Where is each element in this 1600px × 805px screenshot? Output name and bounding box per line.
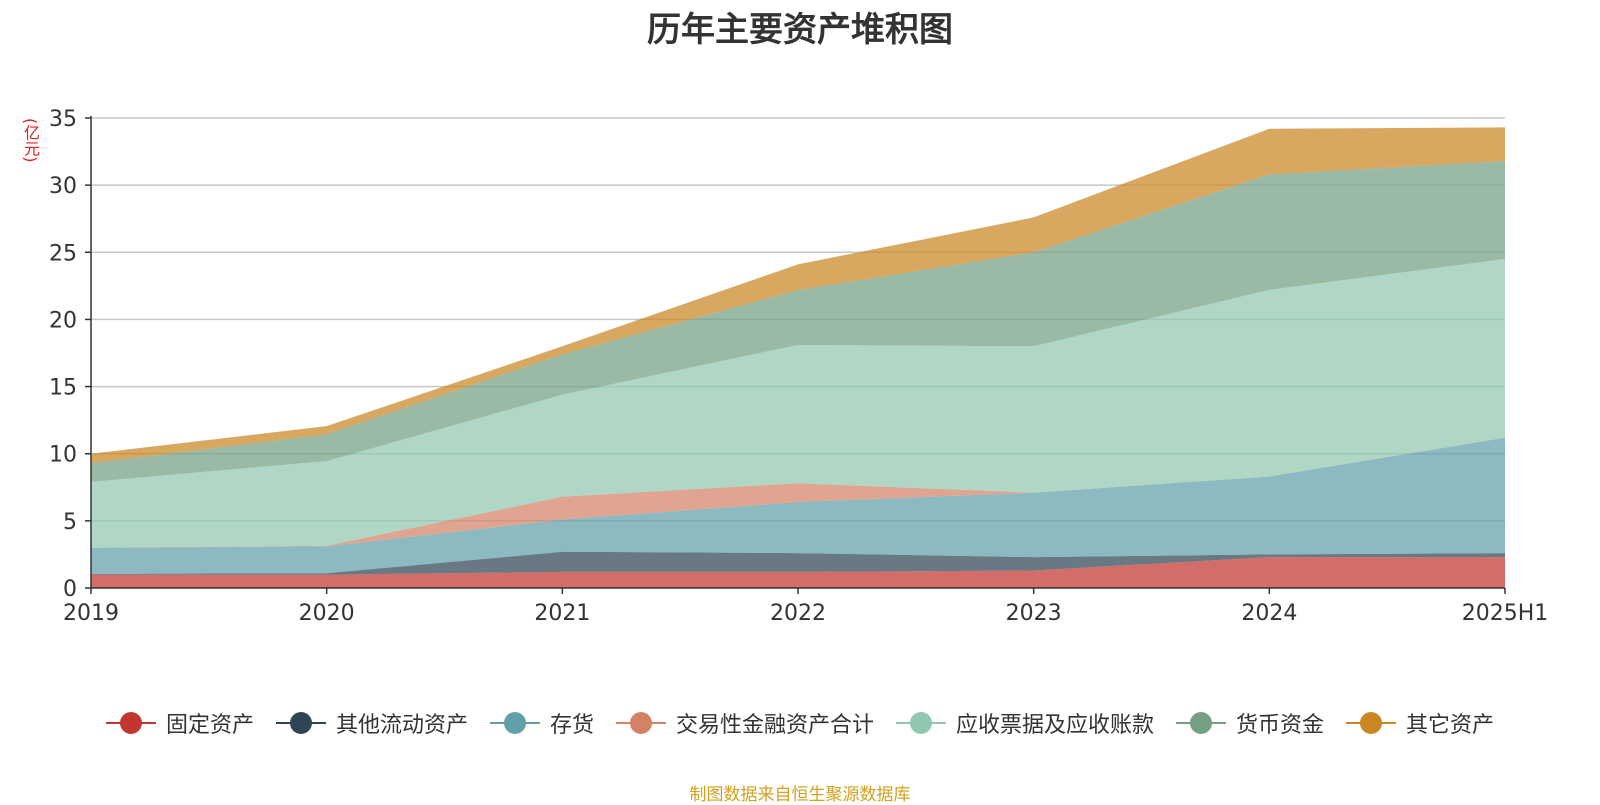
x-tick-label-2024: 2024 — [1241, 601, 1297, 626]
legend-item-3[interactable]: 交易性金融资产合计 — [615, 707, 874, 739]
stacked-area-chart: 0 5 10 15 20 25 30 35 2019 2020 2021 2022 2023 2024 20… — [49, 107, 1548, 626]
legend-swatch-icon — [1176, 712, 1227, 734]
y-tick-label-25: 25 — [49, 241, 77, 266]
legend-item-4[interactable]: 应收票据及应收账款 — [896, 707, 1154, 739]
area-series-layer — [91, 127, 1505, 588]
legend-label: 货币资金 — [1236, 713, 1325, 738]
x-tick-label-2022: 2022 — [770, 601, 826, 626]
y-tick-label-20: 20 — [49, 308, 77, 333]
y-tick-label-15: 15 — [49, 376, 77, 401]
legend: 固定资产 其他流动资产 存货 交易性金融资产合计 应收票据及应收账款 货币资金 其它资产 — [0, 706, 1600, 740]
chart-title: 历年主要资产堆积图 — [647, 10, 953, 50]
x-tick-label-2021: 2021 — [534, 601, 590, 626]
legend-swatch-icon — [105, 712, 156, 734]
y-tick-label-10: 10 — [49, 443, 77, 468]
y-tick-label-5: 5 — [63, 510, 77, 535]
legend-item-1[interactable]: 其他流动资产 — [275, 707, 468, 739]
legend-label: 交易性金融资产合计 — [675, 713, 874, 738]
legend-label: 存货 — [549, 713, 594, 738]
legend-swatch-icon — [896, 712, 946, 734]
y-tick-label-35: 35 — [49, 107, 77, 132]
y-axis-unit-label: (亿元) — [21, 118, 40, 163]
legend-swatch-icon — [615, 712, 666, 734]
x-tick-label-2025H1: 2025H1 — [1462, 601, 1549, 626]
legend-swatch-icon — [489, 712, 540, 734]
area-series-3[interactable] — [91, 437, 1505, 548]
area-series-4[interactable] — [91, 259, 1505, 548]
legend-item-2[interactable]: 存货 — [489, 707, 594, 739]
x-tick-label-2019: 2019 — [63, 601, 119, 626]
area-series-5[interactable] — [91, 160, 1505, 482]
x-tick-label-2023: 2023 — [1006, 601, 1062, 626]
legend-label: 应收票据及应收账款 — [956, 713, 1155, 738]
source-note: 制图数据来自恒生聚源数据库 — [689, 785, 911, 805]
legend-label: 其他流动资产 — [335, 713, 468, 738]
axes: 0 5 10 15 20 25 30 35 2019 2020 2021 2022 2023 2024 20… — [49, 107, 1548, 626]
legend-label: 固定资产 — [165, 713, 254, 738]
area-series-0[interactable] — [91, 557, 1505, 588]
legend-swatch-icon — [1346, 712, 1397, 734]
legend-label: 其它资产 — [1406, 713, 1495, 738]
y-tick-label-30: 30 — [49, 174, 77, 199]
area-series-2[interactable] — [91, 437, 1505, 574]
y-tick-label-0: 0 — [63, 577, 77, 602]
area-series-1[interactable] — [91, 551, 1505, 575]
x-tick-label-2020: 2020 — [299, 601, 355, 626]
legend-item-0[interactable]: 固定资产 — [105, 707, 254, 739]
area-series-6[interactable] — [91, 127, 1505, 464]
legend-item-6[interactable]: 其它资产 — [1346, 707, 1494, 739]
legend-item-5[interactable]: 货币资金 — [1176, 707, 1324, 739]
legend-swatch-icon — [275, 712, 326, 734]
